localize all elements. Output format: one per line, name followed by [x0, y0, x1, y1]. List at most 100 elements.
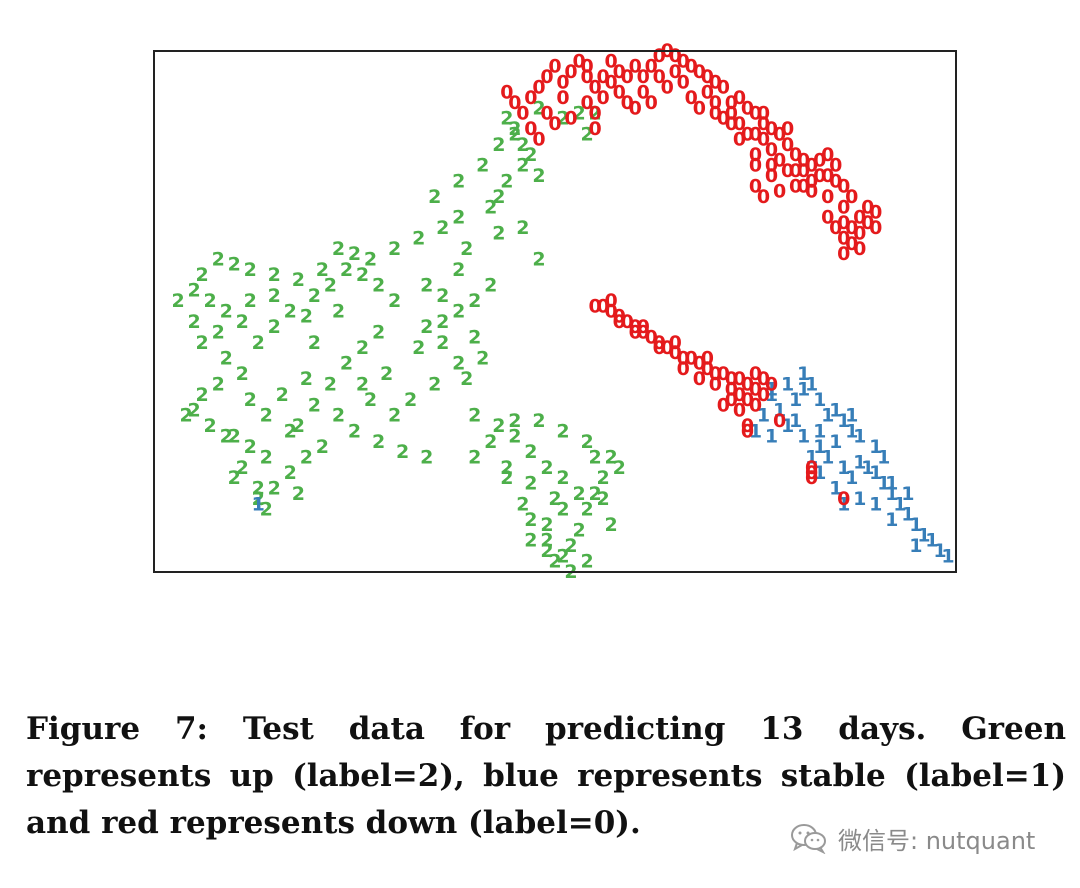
data-point-label-1: 1 — [845, 467, 858, 489]
data-point-label-2: 2 — [516, 134, 529, 156]
data-point-label-1: 1 — [853, 488, 866, 510]
data-point-label-0: 0 — [613, 61, 626, 83]
data-point-label-0: 0 — [813, 165, 826, 187]
data-point-label-2: 2 — [276, 384, 289, 406]
data-point-label-0: 0 — [765, 139, 778, 161]
data-point-label-0: 0 — [685, 56, 698, 78]
data-point-label-0: 0 — [613, 82, 626, 104]
data-point-label-2: 2 — [260, 499, 273, 521]
data-point-label-0: 0 — [837, 488, 850, 510]
data-point-label-2: 2 — [580, 499, 593, 521]
data-point-label-0: 0 — [653, 66, 666, 88]
data-point-label-0: 0 — [653, 337, 666, 359]
data-point-label-2: 2 — [556, 545, 569, 567]
data-point-label-2: 2 — [308, 285, 321, 307]
data-point-label-0: 0 — [869, 202, 882, 224]
data-point-label-0: 0 — [661, 337, 674, 359]
data-point-label-1: 1 — [773, 400, 786, 422]
data-point-label-0: 0 — [701, 347, 714, 369]
watermark: 微信号: nutquant — [790, 818, 1035, 858]
data-point-label-2: 2 — [220, 301, 233, 323]
data-point-label-0: 0 — [853, 207, 866, 229]
data-point-label-2: 2 — [332, 405, 345, 427]
data-point-label-1: 1 — [789, 410, 802, 432]
data-point-label-0: 0 — [524, 118, 537, 140]
data-point-label-2: 2 — [540, 514, 553, 536]
data-point-label-2: 2 — [516, 217, 529, 239]
data-point-label-2: 2 — [268, 285, 281, 307]
data-point-label-0: 0 — [580, 66, 593, 88]
data-point-label-2: 2 — [420, 446, 433, 468]
data-point-label-2: 2 — [524, 530, 537, 552]
data-point-label-1: 1 — [853, 426, 866, 448]
data-point-label-2: 2 — [260, 446, 273, 468]
data-point-label-2: 2 — [460, 368, 473, 390]
data-point-label-0: 0 — [773, 181, 786, 203]
data-point-label-0: 0 — [757, 368, 770, 390]
data-point-label-0: 0 — [773, 410, 786, 432]
data-point-label-2: 2 — [524, 509, 537, 531]
data-point-label-0: 0 — [773, 123, 786, 145]
data-point-label-2: 2 — [468, 446, 481, 468]
data-point-label-0: 0 — [588, 77, 601, 99]
data-point-label-0: 0 — [701, 358, 714, 380]
data-point-label-0: 0 — [621, 311, 634, 333]
data-point-label-2: 2 — [195, 264, 208, 286]
data-point-label-2: 2 — [244, 436, 257, 458]
data-point-label-0: 0 — [733, 113, 746, 135]
data-point-label-2: 2 — [548, 551, 561, 573]
data-point-label-0: 0 — [669, 61, 682, 83]
data-point-label-0: 0 — [596, 66, 609, 88]
data-point-label-2: 2 — [332, 238, 345, 260]
data-point-label-0: 0 — [805, 467, 818, 489]
data-point-label-2: 2 — [468, 405, 481, 427]
data-point-label-2: 2 — [588, 483, 601, 505]
data-point-label-0: 0 — [709, 71, 722, 93]
data-point-label-2: 2 — [324, 373, 337, 395]
data-point-label-0: 0 — [540, 66, 553, 88]
data-point-label-2: 2 — [212, 321, 225, 343]
data-point-label-0: 0 — [725, 103, 738, 125]
data-point-label-2: 2 — [484, 274, 497, 296]
data-point-label-1: 1 — [837, 493, 850, 515]
data-point-label-0: 0 — [749, 103, 762, 125]
data-point-label-0: 0 — [797, 160, 810, 182]
data-point-label-0: 0 — [789, 176, 802, 198]
data-point-label-0: 0 — [693, 353, 706, 375]
data-point-label-0: 0 — [765, 118, 778, 140]
data-point-label-2: 2 — [452, 170, 465, 192]
data-point-label-2: 2 — [324, 274, 337, 296]
data-point-label-2: 2 — [300, 306, 313, 328]
data-point-label-0: 0 — [829, 155, 842, 177]
data-point-label-0: 0 — [709, 103, 722, 125]
data-point-label-2: 2 — [484, 196, 497, 218]
data-point-label-2: 2 — [476, 347, 489, 369]
data-point-label-2: 2 — [244, 290, 257, 312]
data-point-label-1: 1 — [885, 509, 898, 531]
data-point-label-1: 1 — [829, 478, 842, 500]
data-point-label-2: 2 — [492, 222, 505, 244]
data-point-label-2: 2 — [268, 316, 281, 338]
data-point-label-0: 0 — [733, 368, 746, 390]
data-point-label-1: 1 — [821, 446, 834, 468]
data-point-label-0: 0 — [613, 306, 626, 328]
data-point-label-2: 2 — [187, 311, 200, 333]
data-point-label-0: 0 — [805, 155, 818, 177]
data-point-label-0: 0 — [725, 92, 738, 114]
figure-caption: Figure 7: Test data for predicting 13 da… — [26, 711, 1066, 841]
data-point-label-2: 2 — [220, 426, 233, 448]
data-point-label-1: 1 — [917, 525, 930, 547]
data-point-label-2: 2 — [372, 321, 385, 343]
data-point-label-2: 2 — [556, 420, 569, 442]
data-point-label-0: 0 — [853, 238, 866, 260]
data-point-label-0: 0 — [837, 176, 850, 198]
data-point-label-0: 0 — [677, 347, 690, 369]
data-point-label-0: 0 — [797, 149, 810, 171]
data-point-label-2: 2 — [195, 332, 208, 354]
data-point-label-0: 0 — [693, 61, 706, 83]
data-point-label-2: 2 — [404, 389, 417, 411]
data-point-label-1: 1 — [933, 540, 946, 562]
data-point-label-0: 0 — [821, 186, 834, 208]
data-point-label-2: 2 — [252, 478, 265, 500]
